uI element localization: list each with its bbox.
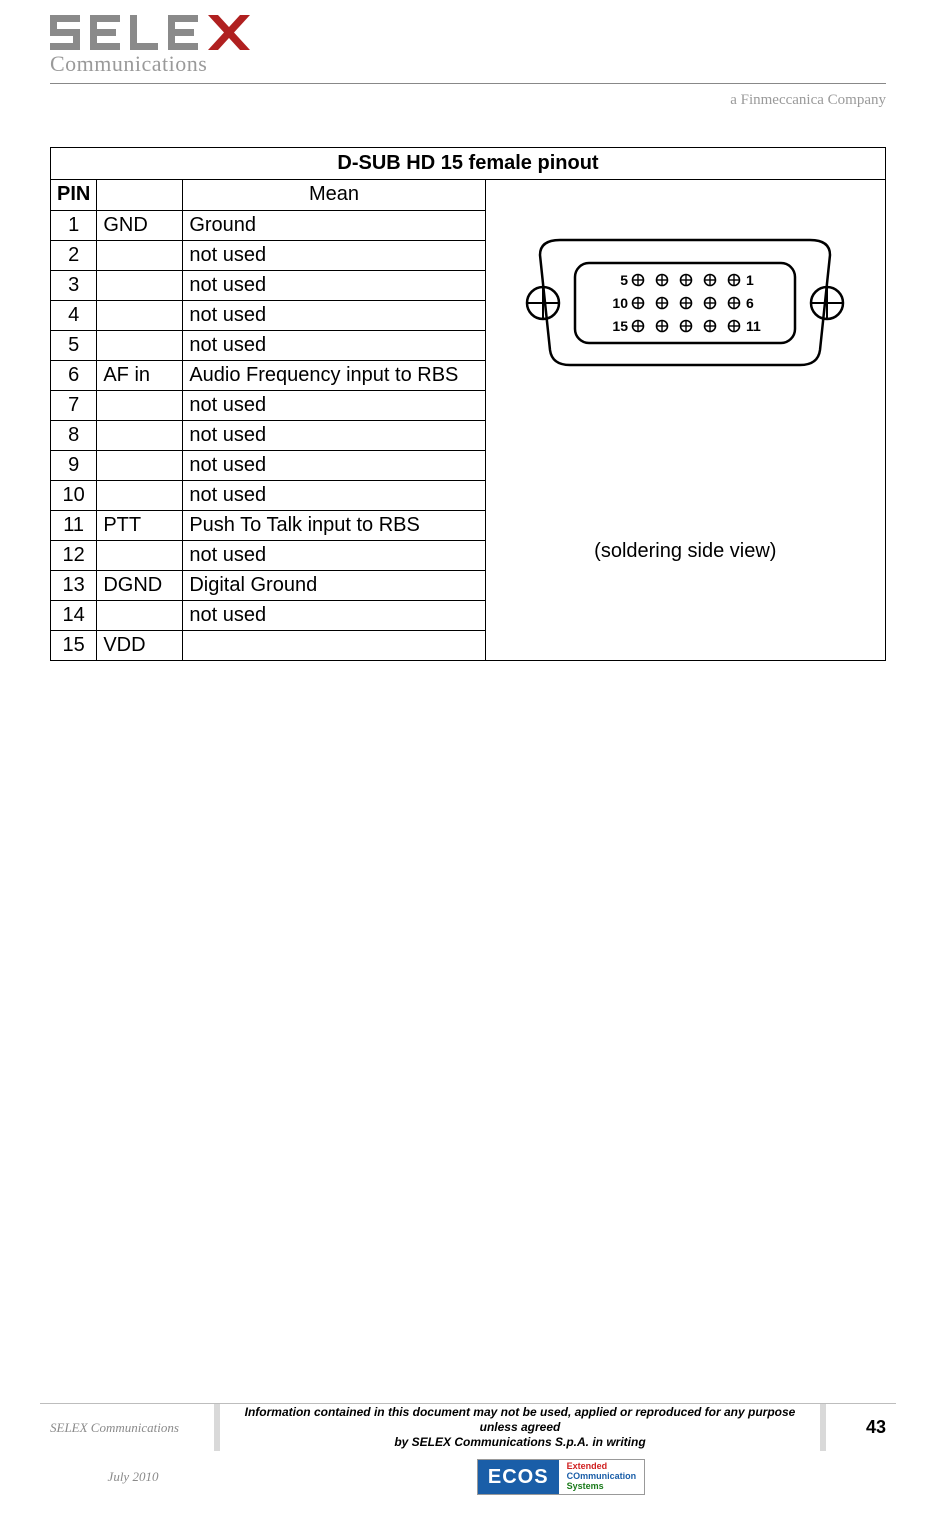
cell-mean: not used <box>183 540 485 570</box>
table-row: 1GNDGround <box>51 210 485 240</box>
pinout-table-container: D-SUB HD 15 female pinout PIN Mean 1GNDG… <box>50 147 886 661</box>
diagram-label-1: 1 <box>746 272 754 288</box>
logo-subtitle: Communications <box>50 51 260 77</box>
cell-mean: not used <box>183 420 485 450</box>
page-header: Communications a Finmeccanica Company <box>50 10 886 109</box>
ecos-logo-text: ECOS <box>478 1460 559 1494</box>
table-row: 6AF inAudio Frequency input to RBS <box>51 360 485 390</box>
table-row: 5 not used <box>51 330 485 360</box>
footer-page-number: 43 <box>826 1404 896 1451</box>
col-header-signal <box>97 180 183 210</box>
table-row: 15VDD <box>51 630 485 660</box>
cell-pin: 7 <box>51 390 97 420</box>
table-row: 13DGNDDigital Ground <box>51 570 485 600</box>
cell-pin: 14 <box>51 600 97 630</box>
cell-mean: not used <box>183 240 485 270</box>
cell-pin: 12 <box>51 540 97 570</box>
diagram-label-11: 11 <box>746 318 761 334</box>
cell-mean <box>183 630 485 660</box>
cell-pin: 10 <box>51 480 97 510</box>
cell-mean: not used <box>183 390 485 420</box>
cell-mean: not used <box>183 600 485 630</box>
footer-company: SELEX Communications <box>40 1404 220 1451</box>
cell-signal: VDD <box>97 630 183 660</box>
cell-mean: Ground <box>183 210 485 240</box>
diagram-label-5: 5 <box>621 272 629 288</box>
cell-mean: Digital Ground <box>183 570 485 600</box>
cell-signal <box>97 480 183 510</box>
cell-pin: 8 <box>51 420 97 450</box>
table-row: 4 not used <box>51 300 485 330</box>
cell-signal <box>97 450 183 480</box>
ecos-tagline: Extended COmmunication Systems <box>559 1462 645 1492</box>
cell-signal: DGND <box>97 570 183 600</box>
cell-signal <box>97 300 183 330</box>
page-footer: SELEX Communications Information contain… <box>40 1403 896 1495</box>
cell-pin: 4 <box>51 300 97 330</box>
cell-signal <box>97 330 183 360</box>
diagram-label-6: 6 <box>746 295 754 311</box>
table-row: 7 not used <box>51 390 485 420</box>
cell-mean: not used <box>183 330 485 360</box>
cell-signal: PTT <box>97 510 183 540</box>
cell-signal: AF in <box>97 360 183 390</box>
cell-mean: not used <box>183 480 485 510</box>
connector-diagram: 5 1 10 6 15 11 <box>500 235 870 375</box>
table-row: 14 not used <box>51 600 485 630</box>
cell-signal <box>97 540 183 570</box>
cell-pin: 6 <box>51 360 97 390</box>
cell-pin: 11 <box>51 510 97 540</box>
cell-mean: not used <box>183 270 485 300</box>
cell-signal: GND <box>97 210 183 240</box>
cell-signal <box>97 390 183 420</box>
diagram-label-15: 15 <box>613 318 629 334</box>
selex-logo-icon <box>50 15 260 53</box>
col-header-pin: PIN <box>51 180 97 210</box>
cell-signal <box>97 420 183 450</box>
cell-signal <box>97 270 183 300</box>
pinout-title: D-SUB HD 15 female pinout <box>51 148 885 180</box>
cell-mean: Audio Frequency input to RBS <box>183 360 485 390</box>
pinout-table: PIN Mean 1GNDGround2not used3not used4no… <box>51 180 485 660</box>
selex-logo: Communications <box>50 15 260 77</box>
table-row: 9 not used <box>51 450 485 480</box>
ecos-logo: ECOS Extended COmmunication Systems <box>477 1459 645 1495</box>
col-header-mean: Mean <box>183 180 485 210</box>
diagram-label-10: 10 <box>613 295 629 311</box>
cell-pin: 15 <box>51 630 97 660</box>
table-row: 2 not used <box>51 240 485 270</box>
cell-pin: 5 <box>51 330 97 360</box>
table-row: 11PTTPush To Talk input to RBS <box>51 510 485 540</box>
header-divider <box>50 83 886 84</box>
cell-signal <box>97 240 183 270</box>
diagram-caption: (soldering side view) <box>594 540 776 563</box>
cell-pin: 13 <box>51 570 97 600</box>
table-row: 10 not used <box>51 480 485 510</box>
cell-pin: 1 <box>51 210 97 240</box>
cell-mean: not used <box>183 300 485 330</box>
cell-pin: 2 <box>51 240 97 270</box>
table-row: 3 not used <box>51 270 485 300</box>
header-tagline: a Finmeccanica Company <box>50 92 886 109</box>
cell-pin: 9 <box>51 450 97 480</box>
footer-date: July 2010 <box>40 1469 226 1485</box>
cell-mean: not used <box>183 450 485 480</box>
footer-disclaimer: Information contained in this document m… <box>220 1404 826 1451</box>
cell-mean: Push To Talk input to RBS <box>183 510 485 540</box>
table-row: 12 not used <box>51 540 485 570</box>
table-row: 8 not used <box>51 420 485 450</box>
cell-signal <box>97 600 183 630</box>
cell-pin: 3 <box>51 270 97 300</box>
